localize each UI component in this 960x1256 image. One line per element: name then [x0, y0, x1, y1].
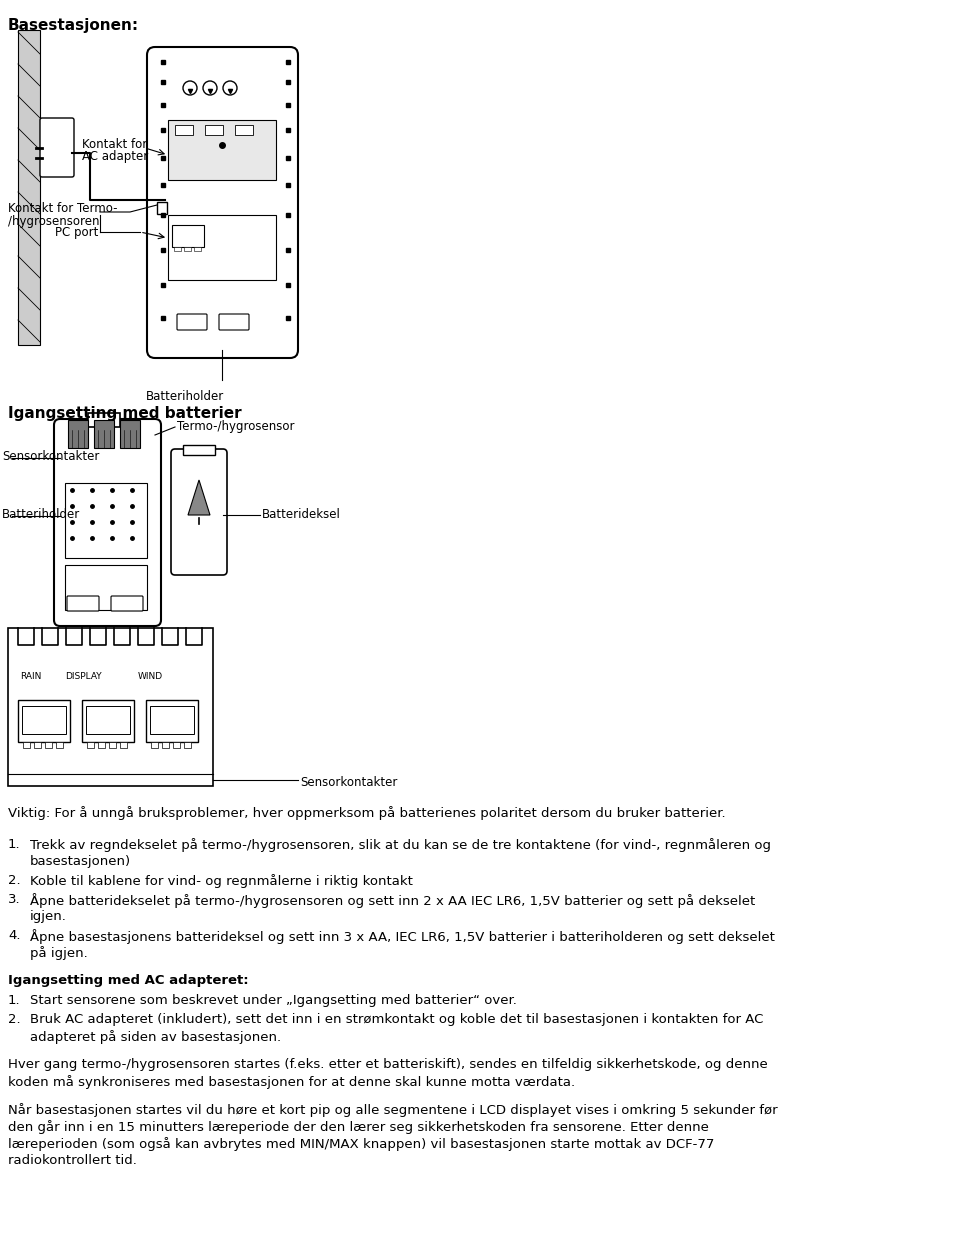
Text: Trekk av regndekselet på termo-/hygrosensoren, slik at du kan se de tre kontakte: Trekk av regndekselet på termo-/hygrosen…	[30, 838, 771, 852]
Bar	[94, 420, 114, 448]
Bar	[162, 742, 169, 749]
FancyBboxPatch shape	[67, 597, 99, 610]
Text: 4.: 4.	[8, 929, 20, 942]
Text: basestasjonen): basestasjonen)	[30, 855, 132, 868]
Text: Kontakt for Termo-: Kontakt for Termo-	[8, 202, 117, 215]
Text: Kontakt for: Kontakt for	[82, 138, 147, 151]
Bar	[82, 700, 134, 742]
Bar	[86, 706, 130, 734]
FancyBboxPatch shape	[40, 118, 74, 177]
Bar	[194, 247, 201, 251]
Text: Åpne batteridekselet på termo-/hygrosensoren og sett inn 2 x AA IEC LR6, 1,5V ba: Åpne batteridekselet på termo-/hygrosens…	[30, 893, 756, 908]
Text: den går inn i en 15 minutters læreperiode der den lærer seg sikkerhetskoden fra : den går inn i en 15 minutters læreperiod…	[8, 1120, 708, 1134]
Text: Batteriholder: Batteriholder	[2, 507, 81, 521]
FancyBboxPatch shape	[54, 420, 161, 625]
Text: Igangsetting med AC adapteret:: Igangsetting med AC adapteret:	[8, 973, 249, 987]
Text: Sensorkontakter: Sensorkontakter	[2, 450, 100, 463]
Text: AC adapter: AC adapter	[82, 149, 148, 163]
Text: Koble til kablene for vind- og regnmålerne i riktig kontakt: Koble til kablene for vind- og regnmåler…	[30, 874, 413, 888]
Text: igjen.: igjen.	[30, 911, 67, 923]
Bar	[173, 742, 180, 749]
Bar	[45, 742, 52, 749]
Bar	[68, 420, 88, 448]
FancyBboxPatch shape	[147, 46, 298, 358]
Text: 1.: 1.	[8, 838, 20, 852]
Bar	[184, 247, 191, 251]
Text: /hygrosensoren: /hygrosensoren	[8, 215, 100, 229]
Text: radiokontrollert tid.: radiokontrollert tid.	[8, 1154, 137, 1167]
Bar	[120, 742, 127, 749]
Bar	[18, 700, 70, 742]
Bar	[22, 706, 66, 734]
Bar	[205, 126, 223, 134]
Text: Termo-/hygrosensor: Termo-/hygrosensor	[177, 420, 295, 433]
Bar	[168, 121, 276, 180]
Text: DISPLAY: DISPLAY	[65, 672, 102, 681]
Text: Start sensorene som beskrevet under „Igangsetting med batterier“ over.: Start sensorene som beskrevet under „Iga…	[30, 993, 516, 1007]
Text: 2.: 2.	[8, 874, 20, 887]
Bar	[8, 628, 213, 786]
Bar	[56, 742, 63, 749]
Text: RAIN: RAIN	[20, 672, 41, 681]
Bar	[109, 742, 116, 749]
Text: Når basestasjonen startes vil du høre et kort pip og alle segmentene i LCD displ: Når basestasjonen startes vil du høre et…	[8, 1103, 778, 1117]
Bar	[65, 565, 147, 610]
Polygon shape	[188, 480, 210, 515]
Text: 2.: 2.	[8, 1014, 20, 1026]
Text: Hver gang termo-/hygrosensoren startes (f.eks. etter et batteriskift), sendes en: Hver gang termo-/hygrosensoren startes (…	[8, 1058, 768, 1071]
Bar	[88, 413, 120, 427]
Bar	[184, 742, 191, 749]
FancyBboxPatch shape	[171, 448, 227, 575]
Bar	[98, 742, 105, 749]
Text: Batterideksel: Batterideksel	[262, 507, 341, 521]
Bar	[183, 445, 215, 455]
Text: Igangsetting med batterier: Igangsetting med batterier	[8, 406, 242, 421]
Text: Åpne basestasjonens batterideksel og sett inn 3 x AA, IEC LR6, 1,5V batterier i : Åpne basestasjonens batterideksel og set…	[30, 929, 775, 945]
Bar	[150, 706, 194, 734]
Bar	[23, 742, 30, 749]
FancyBboxPatch shape	[177, 314, 207, 330]
Bar	[172, 225, 204, 247]
Bar	[120, 420, 140, 448]
Text: WIND: WIND	[138, 672, 163, 681]
Bar	[146, 700, 198, 742]
Text: 3.: 3.	[8, 893, 20, 906]
Bar	[157, 202, 167, 214]
Text: Viktig: For å unngå bruksproblemer, hver oppmerksom på batterienes polaritet der: Viktig: For å unngå bruksproblemer, hver…	[8, 806, 726, 820]
Bar	[175, 126, 193, 134]
Text: Basestasjonen:: Basestasjonen:	[8, 18, 139, 33]
Bar	[174, 247, 181, 251]
Text: koden må synkroniseres med basestasjonen for at denne skal kunne motta værdata.: koden må synkroniseres med basestasjonen…	[8, 1075, 575, 1089]
Bar	[151, 742, 158, 749]
Text: adapteret på siden av basestasjonen.: adapteret på siden av basestasjonen.	[30, 1030, 281, 1044]
Bar	[34, 742, 41, 749]
Bar	[168, 215, 276, 280]
Text: Sensorkontakter: Sensorkontakter	[300, 776, 397, 789]
FancyBboxPatch shape	[219, 314, 249, 330]
Text: på igjen.: på igjen.	[30, 946, 87, 960]
Bar	[18, 30, 40, 345]
FancyBboxPatch shape	[111, 597, 143, 610]
Text: Batteriholder: Batteriholder	[146, 391, 224, 403]
Bar	[65, 484, 147, 558]
Bar	[87, 742, 94, 749]
Text: læreperioden (som også kan avbrytes med MIN/MAX knappen) vil basestasjonen start: læreperioden (som også kan avbrytes med …	[8, 1137, 714, 1150]
Bar	[235, 126, 253, 134]
Text: Bruk AC adapteret (inkludert), sett det inn i en strømkontakt og koble det til b: Bruk AC adapteret (inkludert), sett det …	[30, 1014, 763, 1026]
Text: 1.: 1.	[8, 993, 20, 1007]
Text: PC port: PC port	[55, 226, 98, 239]
